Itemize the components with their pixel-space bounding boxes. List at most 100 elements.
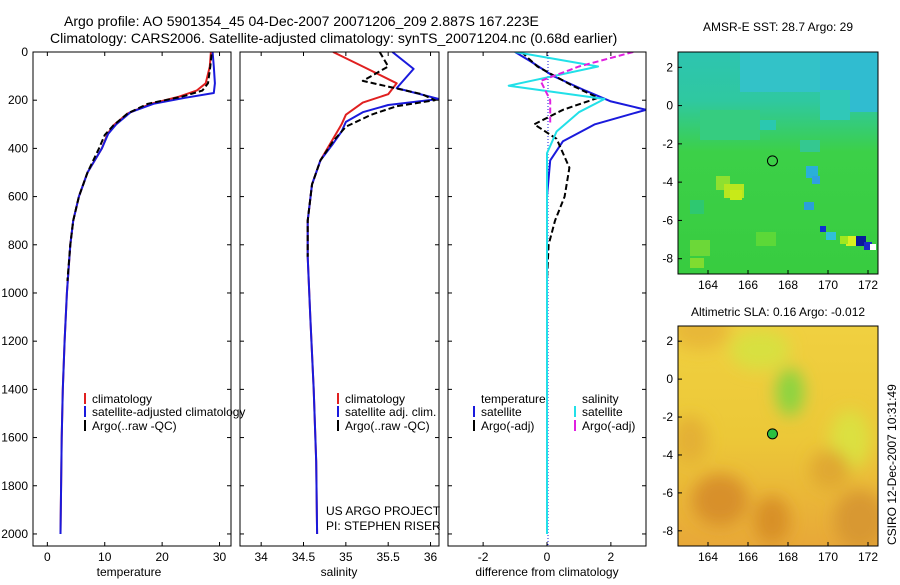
salinity-xtick-label: 34 — [254, 550, 268, 564]
legend-label-argo: Argo(..raw -QC) — [92, 419, 177, 433]
sst-map-title: AMSR-E SST: 28.7 Argo: 29 — [703, 20, 853, 34]
salinity-xtick-label: 36 — [424, 550, 438, 564]
depth-ytick-label: 0 — [21, 45, 28, 59]
sst-ytick-label: 0 — [666, 99, 673, 113]
sla-ytick-label: -6 — [662, 486, 673, 500]
legend-label-satellite-adj: satellite adj. clim. — [345, 405, 436, 419]
temperature-xtick-label: 20 — [155, 550, 169, 564]
depth-ytick-label: 1200 — [1, 334, 28, 348]
sst-ytick-label: 2 — [666, 60, 673, 74]
difference-series-2 — [507, 52, 606, 534]
sla-map-title: Altimetric SLA: 0.16 Argo: -0.012 — [691, 305, 865, 319]
depth-ytick-label: 1600 — [1, 431, 28, 445]
legend-label-temp-satellite: satellite — [481, 405, 522, 419]
legend-label-climatology: climatology — [92, 392, 152, 406]
sst-ytick-label: -6 — [662, 213, 673, 227]
sla-argo-location-marker — [766, 428, 778, 440]
legend-label-sal-satellite: satellite — [582, 405, 623, 419]
salinity-series — [306, 52, 439, 535]
csiro-timestamp: CSIRO 12-Dec-2007 10:31:49 — [885, 384, 899, 545]
salinity-axes-frame — [239, 51, 440, 547]
depth-ytick-label: 800 — [8, 238, 28, 252]
sla-xtick-label: 170 — [818, 550, 838, 564]
sst-map-panel: AMSR-E SST: 28.7 Argo: 29 — [662, 20, 879, 292]
depth-ytick-label: 1800 — [1, 479, 28, 493]
sst-xtick-label: 170 — [818, 278, 838, 292]
temperature-xtick-label: 30 — [213, 550, 227, 564]
difference-series-3 — [539, 52, 634, 125]
temperature-xlabel: temperature — [97, 565, 162, 579]
sla-field — [678, 326, 878, 546]
temperature-legend: climatology satellite-adjusted climatolo… — [84, 392, 245, 433]
legend-label-temp-argo: Argo(-adj) — [481, 419, 534, 433]
sst-field — [678, 52, 878, 274]
header-line-2: Climatology: CARS2006. Satellite-adjuste… — [50, 30, 617, 46]
depth-ytick-label: 1000 — [1, 286, 28, 300]
salinity-legend: climatology satellite adj. clim. Argo(..… — [337, 392, 436, 433]
temperature-series — [59, 52, 216, 535]
header-line-1: Argo profile: AO 5901354_45 04-Dec-2007 … — [64, 13, 539, 29]
sla-ytick-label: -8 — [662, 524, 673, 538]
temperature-xtick-label: 10 — [98, 550, 112, 564]
sla-xtick-label: 166 — [738, 550, 758, 564]
temperature-series-1 — [59, 52, 216, 535]
sla-xtick-label: 172 — [858, 550, 878, 564]
sst-axis-ticks: 164 166 168 170 172 2 0 -2 -4 -6 -8 — [662, 60, 878, 292]
sst-axes-frame — [677, 51, 879, 275]
sst-xtick-label: 164 — [698, 278, 718, 292]
difference-panel: -2 0 2 difference from climatology tempera… — [447, 51, 647, 579]
salinity-xtick-label: 34.5 — [292, 550, 316, 564]
difference-legend: temperature salinity satellite Argo(-adj… — [473, 392, 635, 433]
legend-label-argo: Argo(..raw -QC) — [345, 419, 430, 433]
difference-xtick-label: 2 — [608, 550, 615, 564]
difference-xtick-label: -2 — [478, 550, 489, 564]
temperature-axis-ticks: 0 10 20 30 0 200 400 600 800 1000 1200 1400 1600 1800… — [1, 45, 231, 564]
sst-ytick-label: -2 — [662, 137, 673, 151]
sst-ytick-label: -8 — [662, 252, 673, 266]
legend-label-climatology: climatology — [345, 392, 405, 406]
salinity-series-2 — [306, 52, 436, 257]
sla-texture — [678, 326, 878, 546]
salinity-series-1 — [306, 52, 439, 535]
temperature-xtick-label: 0 — [44, 550, 51, 564]
depth-ytick-label: 2000 — [1, 527, 28, 541]
depth-ytick-label: 1400 — [1, 382, 28, 396]
difference-series — [507, 52, 646, 534]
sst-argo-location-marker — [766, 155, 778, 167]
salinity-xtick-label: 35 — [339, 550, 353, 564]
sla-axis-ticks: 164 166 168 170 172 2 0 -2 -4 -6 -8 — [662, 334, 878, 564]
difference-axis-ticks: -2 0 2 — [448, 51, 646, 564]
depth-ytick-label: 200 — [8, 93, 28, 107]
sla-ytick-label: -2 — [662, 410, 673, 424]
temperature-series-2 — [66, 54, 213, 281]
salinity-xtick-label: 35.5 — [377, 550, 401, 564]
pi-credit: PI: STEPHEN RISER — [326, 519, 441, 533]
temperature-panel: 0 10 20 30 0 200 400 600 800 1000 1200 1400 1600 1800… — [1, 45, 245, 579]
depth-ytick-label: 400 — [8, 141, 28, 155]
difference-xlabel: difference from climatology — [475, 565, 618, 579]
temperature-axes-frame — [32, 51, 232, 547]
legend-header-temperature: temperature — [481, 392, 546, 406]
sst-xtick-label: 168 — [778, 278, 798, 292]
difference-series-1 — [520, 52, 600, 281]
legend-label-sal-argo: Argo(-adj) — [582, 419, 635, 433]
salinity-axis-ticks: 34 34.5 35 35.5 36 — [240, 51, 439, 564]
legend-header-salinity: salinity — [582, 392, 619, 406]
salinity-panel: 34 34.5 35 35.5 36 salinity climatology sate… — [239, 51, 441, 579]
sla-ytick-label: 2 — [666, 334, 673, 348]
sla-ytick-label: 0 — [666, 372, 673, 386]
sla-ytick-label: -4 — [662, 448, 673, 462]
depth-ytick-label: 600 — [8, 190, 28, 204]
temperature-series-0 — [59, 52, 212, 535]
sla-xtick-label: 164 — [698, 550, 718, 564]
difference-xtick-label: 0 — [544, 550, 551, 564]
sla-map-panel: Altimetric SLA: 0.16 Argo: -0.012 164 166… — [662, 305, 879, 564]
salinity-xlabel: salinity — [321, 565, 358, 579]
sst-texture — [690, 52, 878, 268]
sst-xtick-label: 166 — [738, 278, 758, 292]
sla-axes-frame — [677, 325, 879, 547]
difference-axes-frame — [447, 51, 647, 547]
sst-ytick-label: -4 — [662, 175, 673, 189]
project-credit: US ARGO PROJECT — [326, 504, 441, 518]
